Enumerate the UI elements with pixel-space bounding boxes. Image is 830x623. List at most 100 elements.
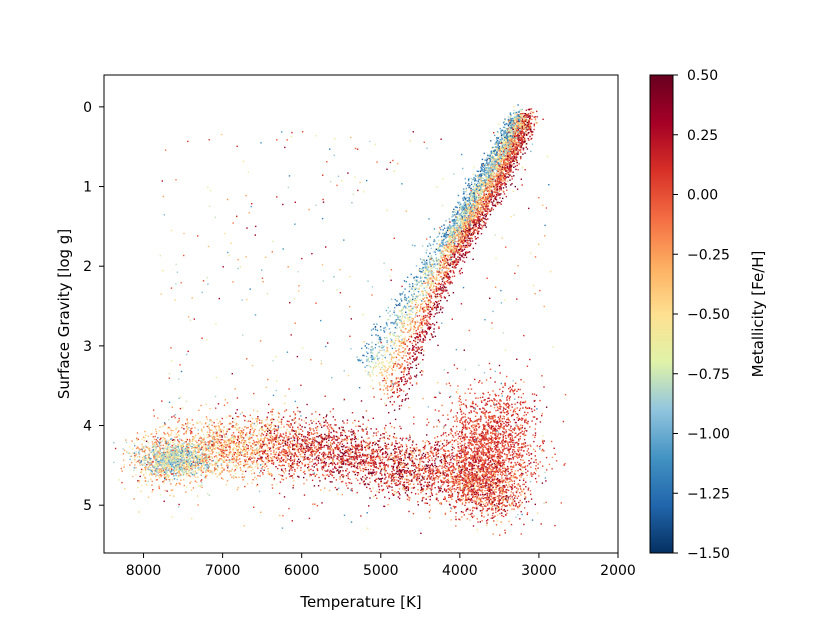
data-point [411,342,413,345]
data-point [478,178,480,181]
data-point [475,237,478,240]
data-point [494,153,496,156]
data-point [480,178,482,180]
data-point [475,194,477,196]
data-point [485,169,487,171]
data-point [501,148,503,150]
data-point [427,293,429,295]
data-point [447,260,449,262]
data-point [412,285,414,287]
data-point [460,219,462,221]
data-point [423,280,425,282]
data-point [520,143,522,145]
data-point [414,298,417,301]
data-point [401,379,403,381]
data-point [447,244,449,246]
data-point [449,276,451,278]
data-point [469,223,471,225]
data-point [389,334,391,336]
data-point [532,131,534,133]
data-point [431,334,433,336]
data-point [501,155,504,157]
data-point [475,210,478,212]
data-point [409,298,412,300]
data-point [444,283,447,285]
data-point [506,123,508,125]
data-point [424,335,426,337]
data-point [400,404,403,407]
data-point [430,313,432,315]
data-point [484,163,486,165]
data-point [372,373,374,376]
data-point [452,219,454,221]
data-point [386,385,389,387]
data-point [385,404,387,407]
data-point [474,198,476,200]
data-point [441,238,443,241]
data-point [381,373,384,376]
data-point [480,214,482,216]
data-point [516,117,518,119]
data-point [478,188,480,190]
data-point [452,241,455,244]
data-point [512,137,514,140]
data-point [469,211,471,213]
data-point [503,135,505,137]
data-point [396,391,398,393]
data-point [385,387,387,390]
data-point [475,204,478,206]
data-point [500,134,503,137]
data-point [446,280,448,283]
data-point [500,177,502,180]
data-point [451,220,453,223]
data-point [406,324,409,326]
data-point [372,352,374,354]
data-point [515,111,518,114]
data-point [457,243,459,245]
data-point [487,153,489,156]
data-point [489,179,491,182]
data-point [505,164,507,167]
data-point [448,218,451,220]
data-point [385,382,387,384]
data-point [505,163,507,165]
data-point [449,227,451,229]
data-point [457,252,459,254]
data-point [517,145,520,147]
data-point [439,265,441,267]
data-point [416,350,418,352]
data-point [479,223,481,225]
data-point [497,137,499,139]
data-point [398,405,401,407]
data-point [407,364,409,366]
data-point [391,360,393,362]
data-point [526,126,528,129]
data-point [497,162,500,164]
data-point [397,318,399,320]
data-point [438,266,440,269]
data-point [429,244,432,246]
data-point [454,213,456,216]
data-point [426,316,428,318]
data-point [413,345,415,348]
data-point [518,130,520,133]
data-point [509,120,512,122]
data-point [495,153,498,155]
data-point [442,307,444,309]
data-point [380,398,382,400]
data-point [481,169,483,171]
data-point [454,222,457,224]
data-point [520,129,523,131]
data-point [514,153,516,156]
data-point [487,193,490,195]
data-point [444,271,446,273]
data-point [470,197,473,200]
data-point [485,167,488,170]
data-point [367,357,370,360]
data-point [494,160,496,163]
data-point [396,314,399,317]
data-point [509,142,511,144]
data-point [428,300,430,302]
data-point [468,205,470,207]
data-point [383,365,385,367]
